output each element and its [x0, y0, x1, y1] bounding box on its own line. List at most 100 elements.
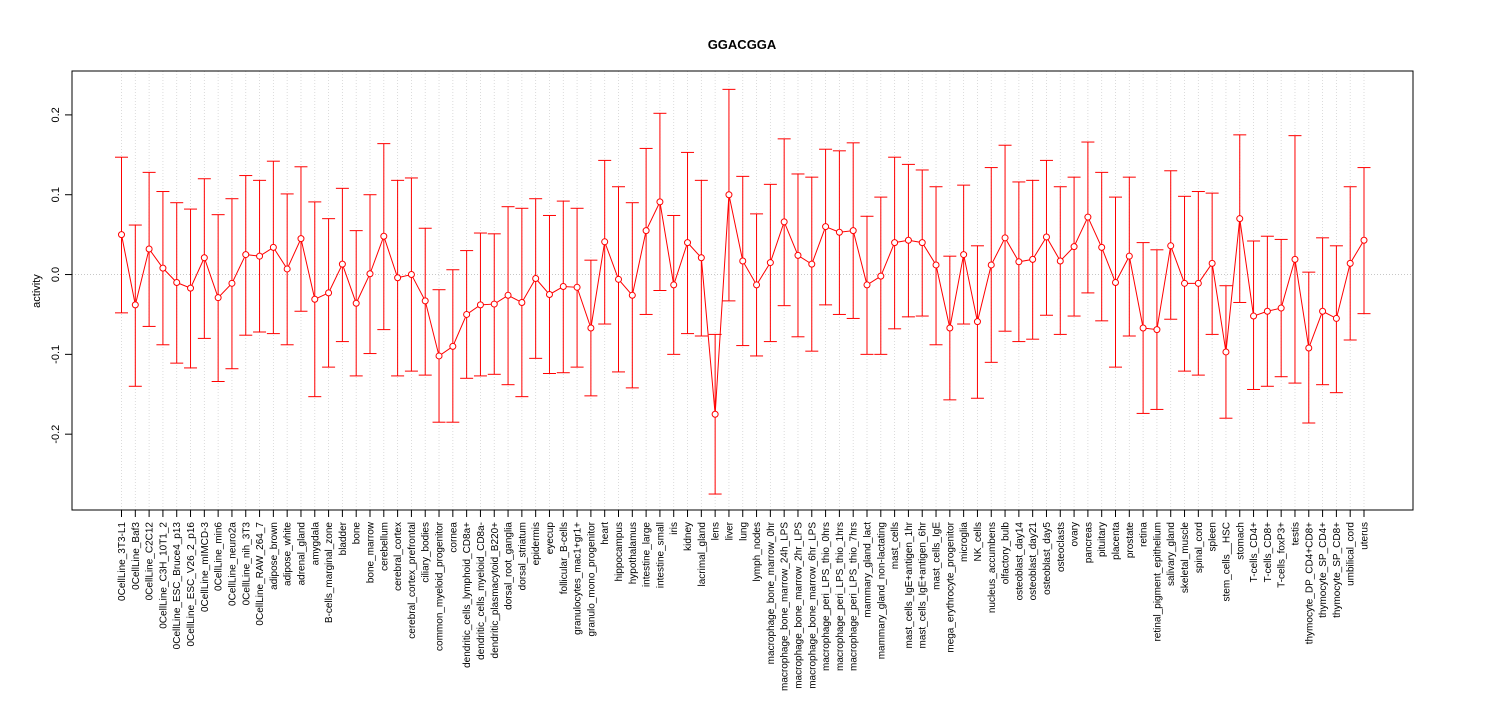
data-point — [877, 272, 885, 280]
data-point — [1319, 307, 1327, 315]
x-tick-label: granulocytes_mac1+gr1+ — [573, 522, 584, 635]
x-tick-label: ciliary_bodies — [421, 522, 432, 583]
x-tick-label: amygdala — [310, 522, 321, 566]
x-tick-label: dendritic_plasmacytoid_B220+ — [490, 522, 501, 659]
x-tick-label: skeletal_muscle — [1180, 522, 1191, 594]
x-tick-label: 0CellLine_neuro2a — [227, 522, 238, 606]
data-point — [573, 283, 581, 291]
x-tick-label: adrenal_gland — [296, 522, 307, 585]
data-point — [1291, 255, 1299, 263]
data-point — [587, 324, 595, 332]
x-tick-label: heart — [600, 522, 611, 545]
data-point — [891, 239, 899, 247]
error-bars — [115, 88, 1371, 495]
data-point — [1056, 257, 1064, 265]
x-tick-label: eyecup — [545, 522, 556, 555]
x-tick-label: macrophage_peri_LPS_thio_1hrs — [835, 522, 846, 671]
data-point — [822, 223, 830, 231]
x-tick-label: cerebral_cortex_prefrontal — [407, 522, 418, 639]
data-point — [1346, 259, 1354, 267]
data-point — [1015, 258, 1023, 266]
data-point — [780, 218, 788, 226]
x-tick-label: 0CellLine_ESC_V26_2_p16 — [186, 522, 197, 647]
x-tick-label: T-cells_CD4+ — [1249, 522, 1260, 582]
data-point — [490, 300, 498, 308]
x-tick-label: dendritic_cells_myeloid_CD8a- — [476, 522, 487, 660]
x-tick-label: retinal_pigment_epithelium — [1152, 522, 1163, 642]
x-tick-label: placenta — [1111, 522, 1122, 560]
x-tick-label: stem_cells__HSC — [1221, 522, 1232, 601]
x-tick-label: macrophage_bone_marrow_0hr — [766, 521, 777, 664]
chart-title: GGACGGA — [708, 37, 777, 52]
x-tick-label: stomach — [1235, 522, 1246, 560]
data-point — [849, 227, 857, 235]
x-tick-label: osteoblast_day5 — [1042, 522, 1053, 595]
data-point — [242, 251, 250, 259]
x-tick-label: osteoclasts — [1056, 522, 1067, 572]
x-tick-label: cerebral_cortex — [393, 522, 404, 591]
data-point — [532, 275, 540, 283]
x-tick-label: uterus — [1360, 522, 1371, 550]
x-tick-label: macrophage_peri_LPS_thio_0hrs — [821, 522, 832, 671]
data-point — [987, 261, 995, 269]
x-tick-label: dorsal_root_ganglia — [504, 522, 515, 610]
x-tick-label: mast_cells_IgE+antigen_1hr — [904, 521, 915, 648]
data-point — [518, 298, 526, 306]
x-tick-label: mast_cells — [890, 522, 901, 569]
x-tick-label: prostate — [1125, 522, 1136, 559]
data-point — [946, 324, 954, 332]
x-tick-label: thymocyte_SP_CD4+ — [1318, 522, 1329, 618]
x-tick-label: osteoblast_day14 — [1014, 522, 1025, 601]
data-point — [283, 265, 291, 273]
x-tick-label: follicular_B-cells — [559, 522, 570, 594]
data-point — [1181, 279, 1189, 287]
x-tick-label: 0CellLine_mIMCD-3 — [200, 522, 211, 612]
data-point — [352, 299, 360, 307]
x-tick-label: intestine_small — [655, 522, 666, 588]
data-point — [1084, 213, 1092, 221]
data-point — [325, 289, 333, 297]
x-tick-label: 0CellLine_Baf3 — [131, 522, 142, 590]
x-tick-label: common_myeloid_progenitor — [435, 521, 446, 651]
x-tick-label: dendritic_cells_lymphoid_CD8a+ — [462, 522, 473, 668]
data-point — [435, 352, 443, 360]
x-tick-label: bone — [352, 522, 363, 545]
x-tick-label: mega_erythrocyte_progenitor — [945, 521, 956, 652]
x-tick-label: mast_cells_IgE — [932, 522, 943, 590]
x-tick-label: dorsal_striatum — [517, 522, 528, 590]
data-point — [476, 301, 484, 309]
data-point — [559, 283, 567, 291]
x-tick-label: hypothalamus — [628, 522, 639, 584]
x-tick-label: lens — [711, 522, 722, 540]
data-point — [1098, 243, 1106, 251]
x-tick-label: bladder — [338, 521, 349, 555]
x-tick-label: macrophage_peri_LPS_thio_7hrs — [849, 522, 860, 671]
data-point — [1263, 307, 1271, 315]
x-tick-label: B-cells_marginal_zone — [324, 522, 335, 624]
x-tick-label: spleen — [1208, 522, 1219, 551]
x-tick-label: 0CellLine_3T3-L1 — [117, 522, 128, 601]
data-point — [145, 245, 153, 253]
x-tick-label: epidermis — [531, 522, 542, 565]
x-tick-label: cerebellum — [379, 522, 390, 571]
data-point — [642, 227, 650, 235]
x-tick-label: osteoblast_day21 — [1028, 522, 1039, 601]
data-point — [504, 291, 512, 299]
x-tick-label: mast_cells_IgE+antigen_6hr — [918, 521, 929, 648]
x-tick-label: macrophage_bone_marrow_24h_LPS — [780, 522, 791, 691]
data-point — [904, 236, 912, 244]
x-tick-label: mammary_gland_non-lactating — [876, 522, 887, 659]
data-point — [1277, 304, 1285, 312]
data-point — [697, 254, 705, 262]
x-tick-label: iris — [669, 522, 680, 535]
data-point — [1112, 279, 1119, 287]
data-point — [1222, 348, 1230, 356]
x-tick-label: adipose_brown — [269, 522, 280, 590]
x-tick-label: cornea — [448, 522, 459, 553]
data-point — [1125, 252, 1133, 260]
x-tick-label: macrophage_bone_marrow_6hr_LPS — [807, 522, 818, 689]
data-point — [1029, 255, 1037, 263]
data-point — [1250, 312, 1258, 320]
x-tick-label: T-cells_foxP3+ — [1277, 522, 1288, 588]
